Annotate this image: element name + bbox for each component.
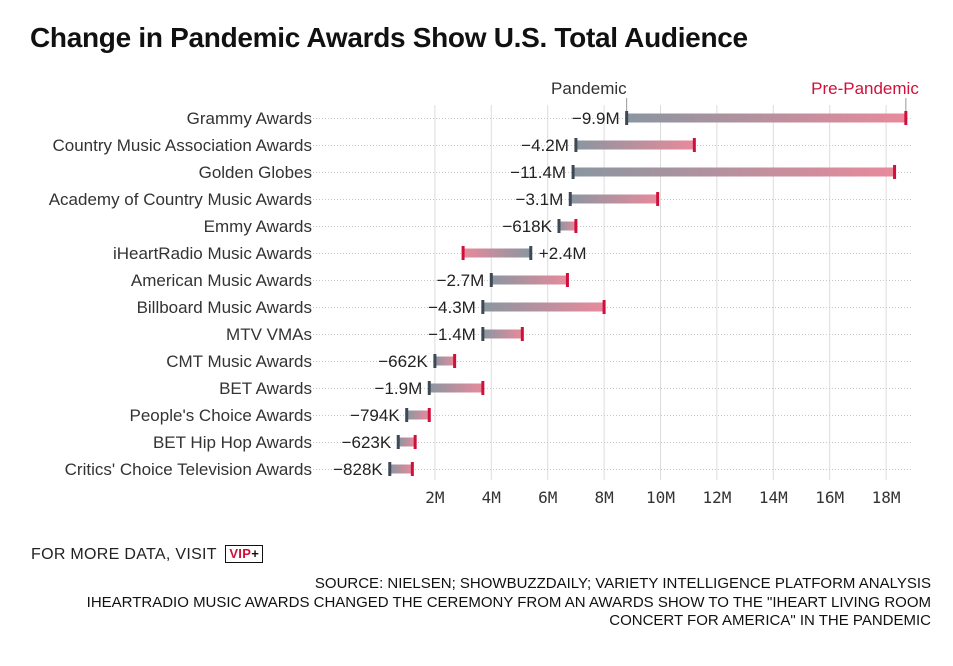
change-bar xyxy=(482,302,605,312)
change-bar xyxy=(429,383,483,393)
x-tick-label: 2M xyxy=(425,488,444,507)
change-label: −794K xyxy=(350,406,400,425)
pre-pandemic-marker xyxy=(574,219,578,233)
pre-pandemic-marker xyxy=(413,435,417,449)
change-bar xyxy=(573,167,895,177)
x-tick-label: 6M xyxy=(538,488,557,507)
change-label: −1.4M xyxy=(428,325,476,344)
pre-pandemic-marker xyxy=(410,462,414,476)
category-label: Academy of Country Music Awards xyxy=(49,190,312,209)
pre-pandemic-marker xyxy=(602,300,606,314)
change-bar xyxy=(482,329,523,339)
category-label: MTV VMAs xyxy=(226,325,312,344)
change-label: −4.2M xyxy=(521,136,569,155)
legend-pre-pandemic-label: Pre-Pandemic xyxy=(811,79,919,98)
source-note: SOURCE: NIELSEN; SHOWBUZZDAILY; VARIETY … xyxy=(314,575,931,592)
x-tick-label: 10M xyxy=(646,488,675,507)
category-label: Golden Globes xyxy=(199,163,312,182)
pre-pandemic-marker xyxy=(461,246,465,260)
change-bar xyxy=(463,248,531,258)
pandemic-marker xyxy=(557,219,561,233)
pandemic-marker xyxy=(568,192,572,206)
pandemic-marker xyxy=(625,111,629,125)
pre-pandemic-marker xyxy=(904,111,908,125)
pandemic-marker xyxy=(529,246,533,260)
change-bar xyxy=(389,464,413,474)
pre-pandemic-marker xyxy=(565,273,569,287)
change-label: −662K xyxy=(378,352,428,371)
x-axis-ticks: 2M 4M 6M 8M 10M 12M 14M 16M 18M xyxy=(425,488,900,507)
vip-text: VIP xyxy=(229,546,252,561)
x-tick-label: 8M xyxy=(594,488,613,507)
category-label: Critics' Choice Television Awards xyxy=(65,460,312,479)
dumbbell-chart: Grammy Awards −9.9M Country Music Associat… xyxy=(49,79,920,507)
change-bar xyxy=(570,194,658,204)
change-bar xyxy=(558,221,576,231)
category-label: People's Choice Awards xyxy=(130,406,312,425)
pandemic-marker xyxy=(433,354,437,368)
pandemic-marker xyxy=(481,300,485,314)
change-label: −4.3M xyxy=(428,298,476,317)
category-label: iHeartRadio Music Awards xyxy=(113,244,312,263)
change-label: −623K xyxy=(342,433,392,452)
change-bar xyxy=(491,275,568,285)
pandemic-marker xyxy=(405,408,409,422)
x-tick-label: 18M xyxy=(872,488,901,507)
pre-pandemic-marker xyxy=(656,192,660,206)
pandemic-marker xyxy=(571,165,575,179)
labels: Grammy Awards −9.9M Country Music Associat… xyxy=(49,109,620,479)
change-label: −618K xyxy=(502,217,552,236)
legend: Pandemic Pre-Pandemic xyxy=(551,79,919,111)
change-bar xyxy=(406,410,430,420)
change-label: −2.7M xyxy=(437,271,485,290)
grid-lines xyxy=(434,105,887,480)
pre-pandemic-marker xyxy=(692,138,696,152)
change-bar xyxy=(398,437,416,447)
pre-pandemic-marker xyxy=(893,165,897,179)
footer-notes: SOURCE: NIELSEN; SHOWBUZZDAILY; VARIETY … xyxy=(31,575,931,631)
category-label: BET Hip Hop Awards xyxy=(153,433,312,452)
pre-pandemic-marker xyxy=(481,381,485,395)
more-data-text: FOR MORE DATA, VISIT xyxy=(31,546,217,563)
change-label: −11.4M xyxy=(510,163,566,182)
change-label: −828K xyxy=(333,460,383,479)
category-label: Grammy Awards xyxy=(187,109,312,128)
chart-title: Change in Pandemic Awards Show U.S. Tota… xyxy=(30,22,748,53)
category-label: BET Awards xyxy=(219,379,312,398)
pandemic-marker xyxy=(427,381,431,395)
category-label: American Music Awards xyxy=(131,271,312,290)
x-tick-label: 12M xyxy=(702,488,731,507)
x-tick-label: 4M xyxy=(482,488,501,507)
pre-pandemic-marker xyxy=(427,408,431,422)
pandemic-marker xyxy=(388,462,392,476)
bars xyxy=(388,111,908,476)
vip-plus-link[interactable]: VIP+ xyxy=(225,545,264,563)
iheart-note-line-1: IHEARTRADIO MUSIC AWARDS CHANGED THE CER… xyxy=(86,593,931,611)
pre-pandemic-marker xyxy=(520,327,524,341)
iheart-note-line-2: CONCERT FOR AMERICA" IN THE PANDEMIC xyxy=(609,612,931,629)
pandemic-marker xyxy=(574,138,578,152)
pandemic-marker xyxy=(396,435,400,449)
legend-pandemic-label: Pandemic xyxy=(551,79,627,98)
change-bar xyxy=(626,113,906,123)
category-label: CMT Music Awards xyxy=(166,352,312,371)
x-tick-label: 16M xyxy=(815,488,844,507)
category-label: Emmy Awards xyxy=(204,217,312,236)
pre-pandemic-marker xyxy=(453,354,457,368)
change-label: +2.4M xyxy=(539,244,587,263)
change-label: −9.9M xyxy=(572,109,620,128)
pandemic-marker xyxy=(481,327,485,341)
category-label: Billboard Music Awards xyxy=(137,298,312,317)
x-tick-label: 14M xyxy=(759,488,788,507)
change-label: −1.9M xyxy=(375,379,423,398)
change-label: −3.1M xyxy=(516,190,564,209)
change-bar xyxy=(575,140,695,150)
pandemic-marker xyxy=(489,273,493,287)
more-data-line: FOR MORE DATA, VISIT VIP+ xyxy=(31,545,264,564)
vip-plus-sign: + xyxy=(251,546,260,561)
category-label: Country Music Association Awards xyxy=(52,136,312,155)
change-bar xyxy=(434,356,455,366)
